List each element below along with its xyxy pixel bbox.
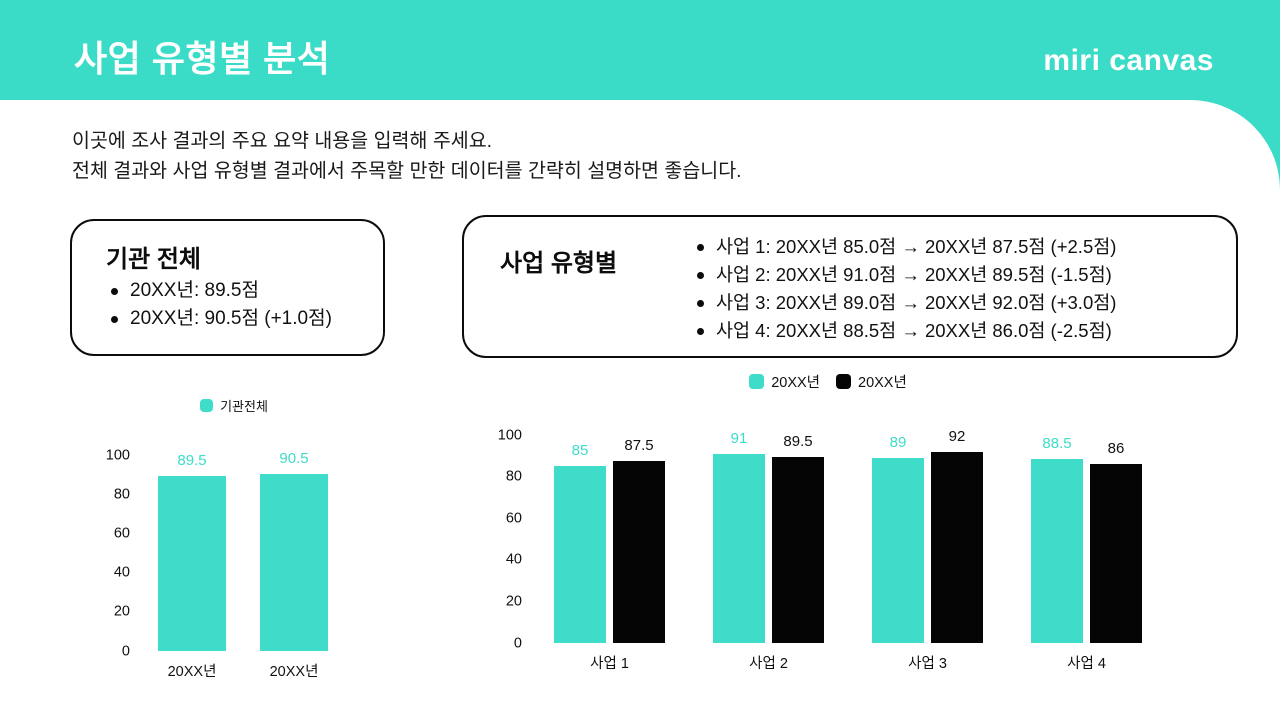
bar bbox=[872, 457, 924, 643]
overall-bullet-list: 20XX년: 89.5점 20XX년: 90.5점 (+1.0점) bbox=[108, 277, 332, 333]
plot-area: 0 20 40 60 80 100 89.5 20XX년 90.5 20XX년 bbox=[84, 448, 384, 680]
overall-box-title: 기관 전체 bbox=[106, 246, 201, 273]
page-title: 사업 유형별 분석 bbox=[74, 38, 331, 79]
y-tick-label: 80 bbox=[505, 468, 522, 485]
by-type-box-title: 사업 유형별 bbox=[500, 250, 618, 277]
bar-value-label: 90.5 bbox=[279, 449, 309, 467]
y-tick-label: 20 bbox=[505, 593, 522, 610]
y-axis: 0 20 40 60 80 100 bbox=[488, 428, 532, 650]
bar bbox=[260, 473, 328, 651]
bar bbox=[713, 453, 765, 643]
legend-swatch bbox=[200, 399, 214, 412]
bar-wrapper: 89 bbox=[872, 435, 924, 643]
bar-wrapper: 89.5 bbox=[158, 451, 226, 651]
bar-wrapper: 86 bbox=[1090, 435, 1142, 643]
legend-item: 20XX년 bbox=[749, 371, 820, 392]
category-label: 사업 1 bbox=[590, 656, 629, 672]
chart-legend: 기관전체 bbox=[84, 396, 384, 415]
summary-paragraph: 이곳에 조사 결과의 주요 요약 내용을 입력해 주세요. 전체 결과와 사업 … bbox=[72, 126, 742, 186]
bar-group: 89 92 사업 3 bbox=[872, 429, 983, 672]
bar-value-label: 86 bbox=[1107, 440, 1125, 458]
bar-wrapper: 85 bbox=[554, 435, 606, 643]
bar-wrapper: 87.5 bbox=[613, 435, 665, 643]
category-label: 사업 2 bbox=[749, 656, 788, 672]
legend-item: 20XX년 bbox=[836, 371, 907, 392]
bar-wrapper: 88.5 bbox=[1031, 435, 1083, 643]
legend-swatch bbox=[749, 374, 765, 389]
y-tick-label: 100 bbox=[497, 426, 522, 443]
category-label: 사업 4 bbox=[1067, 656, 1106, 672]
category-label: 20XX년 bbox=[167, 664, 217, 680]
bar-group: 85 87.5 사업 1 bbox=[554, 435, 665, 672]
business-type-bar-chart: 20XX년 20XX년 0 20 40 60 80 100 85 87.5 사업 1 91 89.5… bbox=[488, 371, 1168, 672]
institution-bar-chart: 기관전체 0 20 40 60 80 100 89.5 20XX년 90.5 20XX년 bbox=[84, 396, 384, 680]
y-tick-label: 0 bbox=[513, 634, 522, 651]
bar-group: 90.5 20XX년 bbox=[260, 451, 328, 680]
bar-value-label: 89.5 bbox=[783, 432, 813, 450]
bullet-item: 20XX년: 89.5점 bbox=[108, 277, 332, 305]
bar-wrapper: 92 bbox=[931, 429, 983, 643]
bar bbox=[554, 466, 606, 643]
category-label: 20XX년 bbox=[269, 664, 319, 680]
bar-value-label: 92 bbox=[948, 427, 966, 445]
bar-group: 88.5 86 사업 4 bbox=[1031, 435, 1142, 672]
bullet-item: 사업 4: 20XX년 88.5점 → 20XX년 86.0점 (-2.5점) bbox=[694, 317, 1116, 345]
summary-line-2: 전체 결과와 사업 유형별 결과에서 주목할 만한 데이터를 간략히 설명하면 … bbox=[72, 160, 742, 182]
bullet-item: 사업 3: 20XX년 89.0점 → 20XX년 92.0점 (+3.0점) bbox=[694, 289, 1116, 317]
bar bbox=[613, 461, 665, 643]
y-tick-label: 60 bbox=[505, 509, 522, 526]
y-tick-label: 20 bbox=[113, 603, 130, 620]
bar-value-label: 87.5 bbox=[624, 437, 654, 454]
bar-value-label: 89 bbox=[889, 433, 907, 451]
bar bbox=[158, 475, 226, 651]
overall-score-box: 기관 전체 20XX년: 89.5점 20XX년: 90.5점 (+1.0점) bbox=[70, 219, 385, 356]
bar bbox=[1090, 464, 1142, 643]
y-tick-label: 40 bbox=[113, 564, 130, 581]
y-tick-label: 40 bbox=[505, 551, 522, 568]
bar bbox=[772, 456, 824, 643]
bar-group: 89.5 20XX년 bbox=[158, 451, 226, 680]
bar-value-label: 89.5 bbox=[177, 451, 207, 469]
bar-wrapper: 90.5 bbox=[260, 451, 328, 651]
category-label: 사업 3 bbox=[908, 656, 947, 672]
bar bbox=[931, 451, 983, 643]
bar-value-label: 91 bbox=[730, 429, 748, 447]
bar-group: 91 89.5 사업 2 bbox=[713, 431, 824, 672]
bullet-item: 사업 2: 20XX년 91.0점 → 20XX년 89.5점 (-1.5점) bbox=[694, 261, 1116, 289]
summary-line-1: 이곳에 조사 결과의 주요 요약 내용을 입력해 주세요. bbox=[72, 130, 493, 152]
bar-groups: 85 87.5 사업 1 91 89.5 사업 2 89 92 사업 3 88.5 86 사업 4 bbox=[532, 429, 1168, 672]
miricanvas-logo: miri canvas bbox=[1043, 44, 1214, 77]
y-axis: 0 20 40 60 80 100 bbox=[84, 448, 140, 658]
legend-swatch bbox=[836, 374, 851, 389]
bar-value-label: 88.5 bbox=[1042, 434, 1072, 452]
y-tick-label: 100 bbox=[105, 446, 130, 463]
legend-label: 20XX년 bbox=[858, 375, 907, 391]
chart-legend: 20XX년 20XX년 bbox=[488, 371, 1168, 392]
bar-wrapper: 89.5 bbox=[772, 432, 824, 643]
y-tick-label: 80 bbox=[113, 485, 130, 502]
legend-item: 기관전체 bbox=[200, 396, 268, 415]
bullet-item: 20XX년: 90.5점 (+1.0점) bbox=[108, 305, 332, 333]
by-type-score-box: 사업 유형별 사업 1: 20XX년 85.0점 → 20XX년 87.5점 (… bbox=[462, 215, 1238, 358]
bar-groups: 89.5 20XX년 90.5 20XX년 bbox=[140, 451, 384, 680]
y-tick-label: 0 bbox=[121, 642, 130, 659]
plot-area: 0 20 40 60 80 100 85 87.5 사업 1 91 89.5 사업 2 89 92 사업 … bbox=[488, 428, 1168, 672]
y-tick-label: 60 bbox=[113, 525, 130, 542]
bullet-item: 사업 1: 20XX년 85.0점 → 20XX년 87.5점 (+2.5점) bbox=[694, 233, 1116, 261]
by-type-bullet-list: 사업 1: 20XX년 85.0점 → 20XX년 87.5점 (+2.5점) 사… bbox=[694, 233, 1116, 345]
bar-wrapper: 91 bbox=[713, 431, 765, 643]
legend-label: 기관전체 bbox=[220, 399, 268, 414]
bar-value-label: 85 bbox=[571, 442, 589, 460]
legend-label: 20XX년 bbox=[771, 375, 820, 391]
bar bbox=[1031, 458, 1083, 643]
